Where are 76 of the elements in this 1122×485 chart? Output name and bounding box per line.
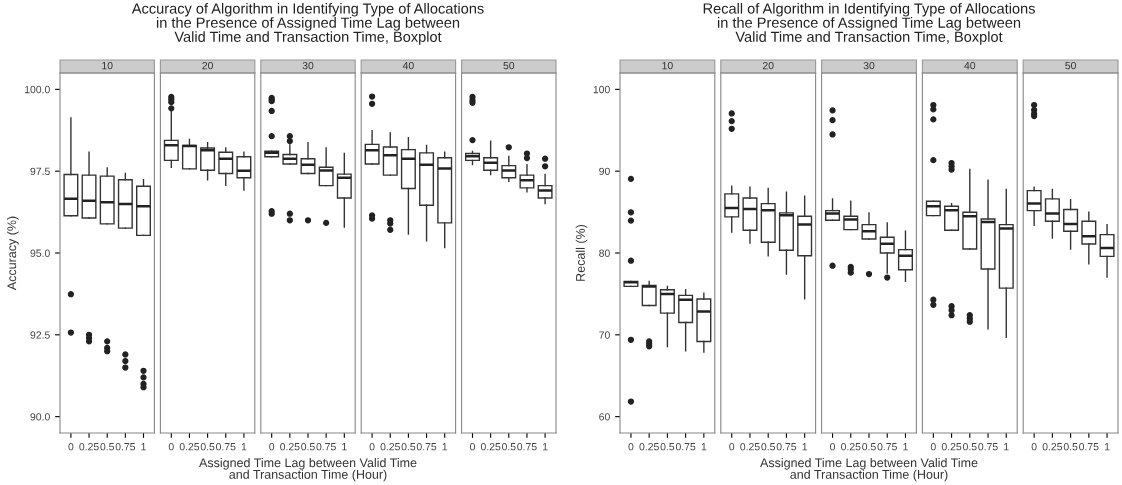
chart-subtitle: 10 <box>662 61 673 70</box>
x-tick-label: 1 <box>701 443 707 451</box>
y-axis-title: Accuracy (%) <box>7 216 19 291</box>
x-tick-label: 0 <box>68 443 74 451</box>
x-tick-label: 0 <box>830 443 836 451</box>
y-tick-label: 100.0 <box>25 85 50 94</box>
x-tick-label: 0.25 <box>740 443 760 451</box>
chart-subtitle: 40 <box>964 61 976 70</box>
x-tick-label: 0.75 <box>517 443 537 451</box>
x-tick-label: 1 <box>1104 443 1110 451</box>
x-tick-label: 0 <box>930 443 936 451</box>
y-axis-title: Recall (%) <box>575 224 588 281</box>
y-tick-label: 95.0 <box>30 249 50 257</box>
x-tick-label: 0.25 <box>941 443 962 451</box>
x-tick-label: 0.5 <box>962 443 977 451</box>
x-tick-label: 0.5 <box>660 443 675 451</box>
chart-subtitle: 20 <box>762 61 774 70</box>
x-tick-label: 0.5 <box>1063 443 1078 451</box>
chart-subtitle: 30 <box>863 61 875 70</box>
x-tick-label: 0 <box>470 443 475 451</box>
x-tick-label: 0.25 <box>841 443 861 451</box>
x-tick-label: 1 <box>241 443 247 451</box>
x-tick-label: 0.5 <box>761 443 775 451</box>
x-tick-label: 0.75 <box>978 443 998 451</box>
x-tick-label: 0 <box>729 443 735 451</box>
x-tick-label: 0.75 <box>675 443 696 451</box>
x-tick-label: 0.75 <box>1079 443 1099 451</box>
x-tick-label: 0.5 <box>862 443 876 451</box>
x-tick-label: 1 <box>543 443 548 451</box>
x-tick-label: 0.75 <box>316 443 336 451</box>
x-axis-title: Assigned Time Lag between Valid Time and Transaction Time (Hour) <box>199 457 417 482</box>
x-tick-label: 0.25 <box>1042 443 1063 451</box>
x-tick-label: 0.25 <box>280 443 300 451</box>
x-tick-label: 0 <box>269 443 275 451</box>
x-tick-label: 1 <box>1004 443 1009 451</box>
x-tick-label: 0.5 <box>100 443 114 451</box>
x-tick-label: 0.5 <box>501 443 516 451</box>
chart-subtitle: 50 <box>503 61 515 70</box>
x-tick-label: 0.75 <box>416 443 437 451</box>
x-tick-label: 0.25 <box>639 443 659 451</box>
x-tick-label: 0 <box>168 443 174 451</box>
y-tick-label: 90 <box>599 167 610 176</box>
chart-title: Recall of Algorithm in Identifying Type of Allocations in the Presence of Assigned Time Lag between Valid Time and Transaction Time, Boxplot <box>703 3 1035 45</box>
x-tick-label: 0 <box>628 443 634 451</box>
x-tick-label: 1 <box>903 443 908 451</box>
x-tick-label: 0.25 <box>79 443 99 451</box>
chart-subtitle: 20 <box>202 61 213 70</box>
x-axis-title: Assigned Time Lag between Valid Time and Transaction Time (Hour) <box>760 457 978 482</box>
y-tick-label: 92.5 <box>30 331 50 339</box>
x-tick-label: 1 <box>442 443 448 451</box>
x-tick-label: 0.5 <box>200 443 215 451</box>
chart-subtitle: 10 <box>102 61 113 70</box>
x-tick-label: 0.25 <box>380 443 400 451</box>
x-tick-label: 0.5 <box>301 443 315 451</box>
chart-subtitle: 50 <box>1065 61 1076 70</box>
chart-subtitle: 40 <box>402 61 414 70</box>
y-tick-label: 70 <box>599 331 610 339</box>
y-tick-label: 90.0 <box>30 413 50 421</box>
x-tick-label: 0 <box>1031 443 1037 451</box>
chart-title: Accuracy of Algorithm in Identifying Type of Allocations in the Presence of Assigned Time Lag between Valid Time and Transaction Time, Boxplot <box>131 3 484 45</box>
chart-subtitle: 30 <box>302 61 314 70</box>
y-tick-label: 100 <box>593 85 610 94</box>
x-tick-label: 0.75 <box>776 443 797 451</box>
y-tick-label: 97.5 <box>30 167 50 176</box>
x-tick-label: 0 <box>369 443 375 451</box>
x-tick-label: 1 <box>141 443 146 451</box>
y-tick-label: 60 <box>599 413 610 421</box>
y-tick-label: 80 <box>599 249 610 257</box>
x-tick-label: 0.25 <box>179 443 200 451</box>
x-tick-label: 0.75 <box>216 443 236 451</box>
x-tick-label: 0.5 <box>401 443 416 451</box>
x-tick-label: 0.75 <box>877 443 897 451</box>
x-tick-label: 0.75 <box>115 443 136 451</box>
x-tick-label: 0.25 <box>480 443 501 451</box>
x-tick-label: 1 <box>342 443 347 451</box>
x-tick-label: 1 <box>802 443 808 451</box>
